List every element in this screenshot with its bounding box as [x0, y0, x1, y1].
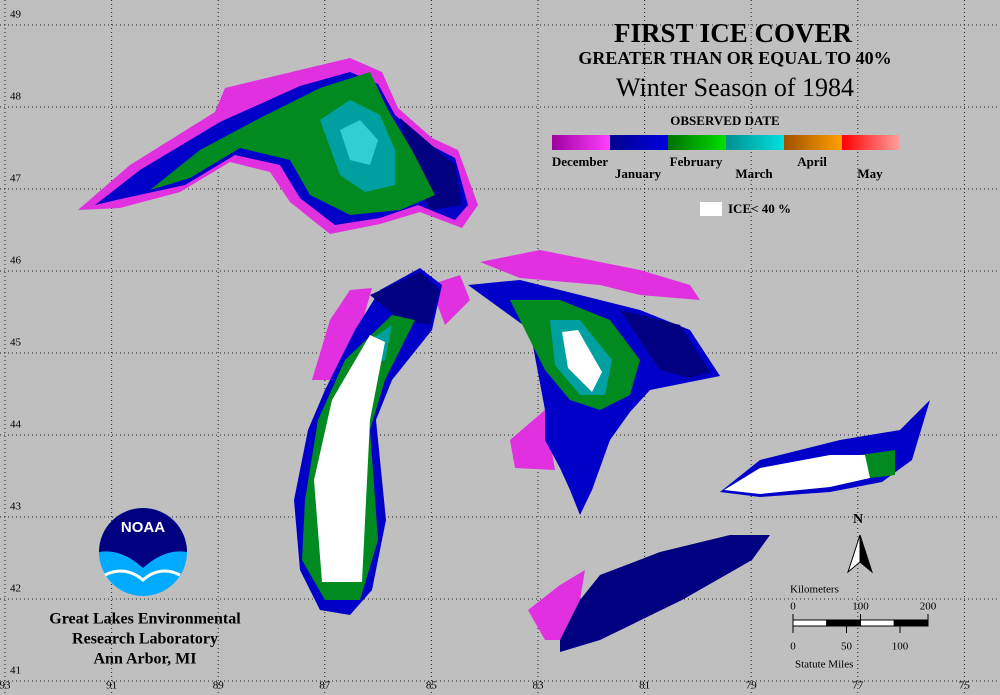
latitude-label: 42: [10, 583, 21, 595]
legend-label: January: [615, 166, 662, 181]
scale-label: Statute Miles: [795, 659, 853, 671]
ice-label: ICE< 40 %: [728, 201, 791, 216]
credit: Great Lakes Environmental: [49, 611, 241, 628]
scale-segment: [893, 619, 929, 627]
longitude-label: 77: [852, 680, 864, 692]
lake-superior: [78, 58, 478, 234]
scale-segment: [860, 619, 895, 627]
scale-tick-label: 50: [841, 641, 853, 653]
scale-label: Kilometers: [790, 584, 839, 596]
scale-segment: [826, 619, 861, 627]
legend-label: December: [552, 154, 609, 169]
longitude-label: 79: [746, 680, 758, 692]
credit: Research Laboratory: [72, 631, 218, 648]
legend-swatch: [552, 135, 610, 150]
legend-label: March: [735, 166, 773, 181]
logo-text: NOAA: [121, 519, 165, 536]
scale-tick-label: 100: [852, 601, 869, 613]
legend-swatch: [668, 135, 726, 150]
latitude-label: 49: [10, 9, 22, 21]
longitude-label: 91: [106, 680, 117, 692]
latitude-label: 47: [10, 173, 22, 185]
longitude-label: 83: [533, 680, 545, 692]
longitude-label: 81: [639, 680, 650, 692]
legend-heading: OBSERVED DATE: [670, 113, 779, 128]
latitude-label: 48: [10, 91, 22, 103]
lake-michigan: [294, 268, 470, 615]
scale-bar: Kilometers 0 100 200 0 50 100 Statute Miles: [790, 584, 937, 671]
lake-huron: [468, 250, 720, 515]
scale-tick-label: 200: [920, 601, 937, 613]
longitude-label: 75: [959, 680, 971, 692]
longitude-label: 93: [0, 680, 11, 692]
longitude-label: 85: [426, 680, 438, 692]
season: Winter Season of 1984: [616, 73, 854, 102]
scale-tick-label: 0: [790, 641, 796, 653]
legend-swatch: [842, 135, 900, 150]
credit: Ann Arbor, MI: [94, 651, 197, 668]
scale-tick-label: 100: [892, 641, 909, 653]
latitude-label: 43: [10, 501, 22, 513]
lake-erie: [528, 535, 770, 652]
latitude-label: 41: [10, 665, 21, 677]
longitude-label: 89: [213, 680, 225, 692]
longitude-label: 87: [319, 680, 331, 692]
legend-label: May: [857, 166, 883, 181]
latitude-label: 45: [10, 337, 22, 349]
latitude-label: 46: [10, 255, 22, 267]
scale-tick-label: 0: [790, 601, 796, 613]
north-arrow: [859, 534, 874, 574]
legend-label: April: [797, 154, 827, 169]
legend-swatch: [784, 135, 842, 150]
noaa-logo: NOAA: [99, 508, 187, 596]
legend-swatch: [726, 135, 784, 150]
subtitle: GREATER THAN OR EQUAL TO 40%: [578, 48, 891, 68]
legend: December January February March April May: [552, 135, 900, 181]
latitude-label: 44: [10, 419, 22, 431]
title: FIRST ICE COVER: [614, 18, 853, 48]
legend-swatch: [610, 135, 668, 150]
north-label: N: [853, 512, 863, 527]
scale-segment: [792, 619, 828, 627]
ice-swatch: [700, 202, 722, 216]
legend-label: February: [670, 154, 723, 169]
lake-ontario: [720, 400, 930, 497]
